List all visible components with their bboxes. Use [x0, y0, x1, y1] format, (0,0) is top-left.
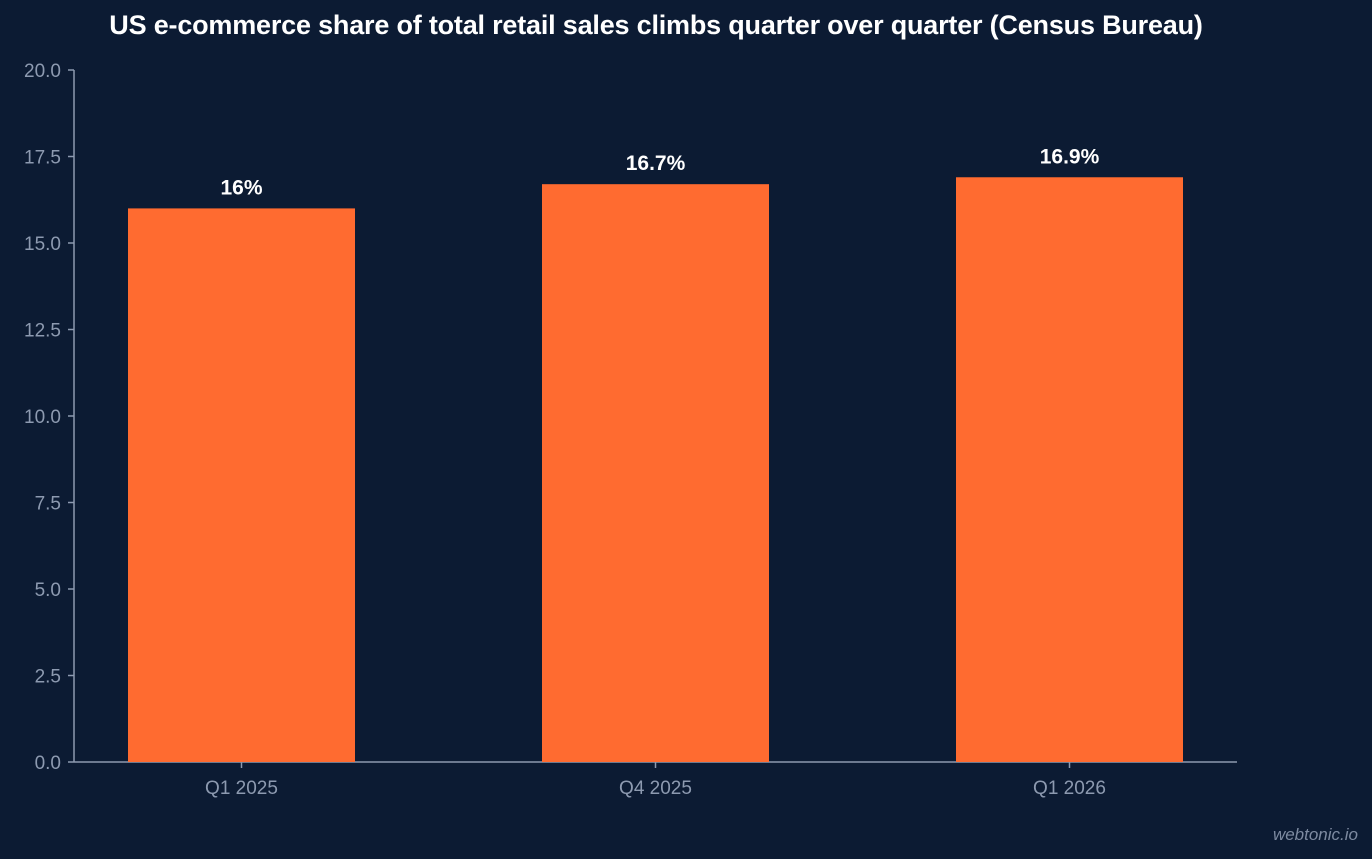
bars — [128, 177, 1183, 762]
chart-title: US e-commerce share of total retail sale… — [109, 10, 1203, 40]
y-tick-label: 20.0 — [24, 61, 61, 82]
bar-value-label: 16.9% — [1040, 145, 1100, 168]
bar-value-label: 16.7% — [626, 152, 686, 175]
data-labels: 16% 16.7% 16.9% — [220, 145, 1099, 199]
x-tick-label: Q1 2025 — [205, 778, 278, 799]
x-axis: Q1 2025 Q4 2025 Q1 2026 — [74, 761, 1237, 799]
bar-q1-2025 — [128, 208, 355, 762]
y-tick-label: 10.0 — [24, 407, 61, 428]
y-tick-label: 12.5 — [24, 321, 61, 342]
bar-value-label: 16% — [220, 176, 262, 199]
x-tick-label: Q1 2026 — [1033, 778, 1106, 799]
bar-q4-2025 — [542, 184, 769, 762]
y-tick-label: 5.0 — [35, 580, 61, 601]
bar-q1-2026 — [956, 177, 1183, 762]
y-axis: 0.0 2.5 5.0 7.5 10.0 12.5 15.0 17.5 20.0 — [24, 61, 75, 774]
y-tick-label: 7.5 — [35, 494, 61, 515]
y-tick-label: 0.0 — [35, 753, 61, 774]
x-tick-label: Q4 2025 — [619, 778, 692, 799]
y-tick-label: 17.5 — [24, 148, 61, 169]
y-tick-label: 15.0 — [24, 234, 61, 255]
watermark: webtonic.io — [1272, 825, 1358, 844]
y-tick-label: 2.5 — [35, 667, 61, 688]
